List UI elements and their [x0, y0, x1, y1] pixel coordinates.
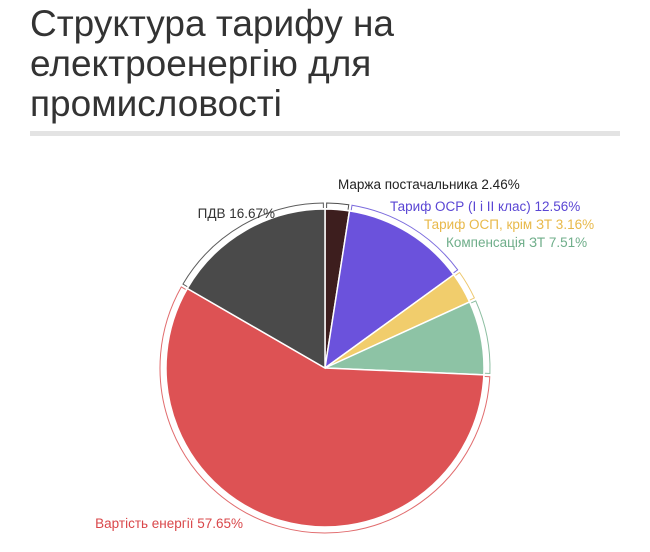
pie-slice-vat	[186, 208, 326, 370]
label-bracket-energy-cost	[159, 286, 491, 534]
label-bracket-vat	[182, 202, 324, 288]
pie-slice-osr-tariff	[323, 210, 455, 370]
label-bracket-margin	[326, 202, 350, 210]
slice-label-energy-cost: Вартість енергії 57.65%	[95, 516, 243, 531]
slice-label-osp-tariff: Тариф ОСП, крім ЗТ 3.16%	[424, 217, 594, 232]
label-bracket-osr-tariff	[350, 204, 459, 274]
title-divider	[30, 131, 620, 136]
slice-labels: Маржа постачальника 2.46% Тариф ОСР (І і …	[95, 177, 594, 531]
pie-slice-energy-cost	[165, 287, 485, 528]
label-bracket-loss-compensation	[470, 300, 491, 374]
label-bracket-osp-tariff	[455, 271, 476, 301]
chart-title: Структура тарифу на електроенергію для п…	[30, 3, 394, 124]
slice-label-loss-compensation: Компенсація ЗТ 7.51%	[446, 235, 587, 250]
slice-label-osr-tariff: Тариф ОСР (І і ІІ клас) 12.56%	[390, 199, 580, 214]
pie-slices	[165, 208, 485, 528]
slice-label-margin: Маржа постачальника 2.46%	[338, 177, 520, 192]
label-brackets	[159, 202, 491, 534]
slice-label-vat: ПДВ 16.67%	[198, 206, 275, 221]
